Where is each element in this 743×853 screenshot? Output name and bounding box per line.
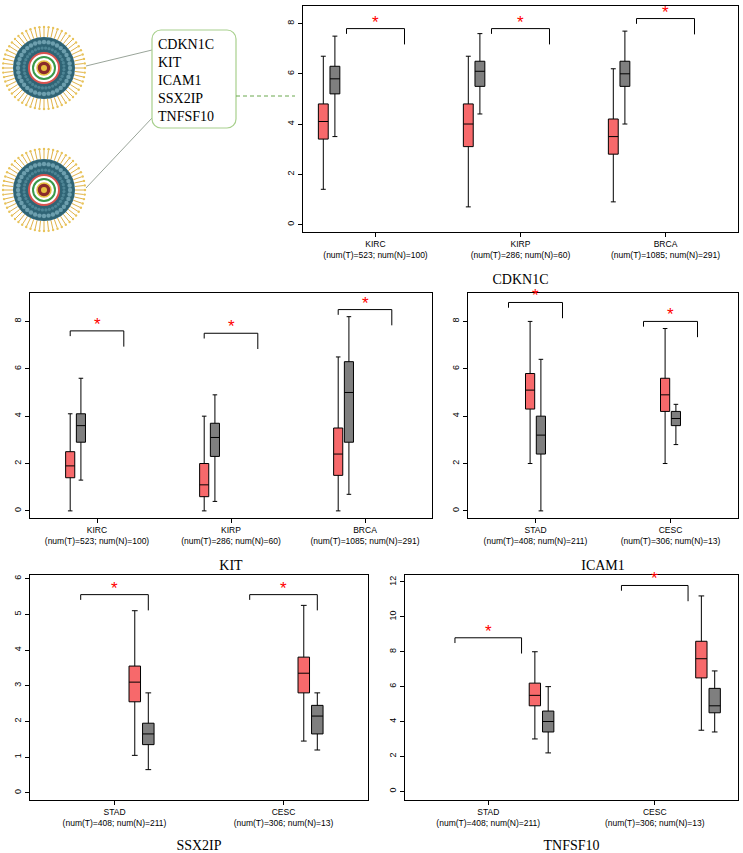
svg-text:4: 4 bbox=[13, 646, 23, 651]
svg-text:*: * bbox=[532, 286, 539, 305]
svg-text:KIT: KIT bbox=[158, 55, 182, 70]
svg-text:ICAM1: ICAM1 bbox=[158, 73, 202, 88]
svg-text:0: 0 bbox=[286, 221, 296, 226]
svg-text:6: 6 bbox=[13, 575, 23, 580]
svg-text:6: 6 bbox=[388, 683, 398, 688]
svg-text:STAD(num(T)=408; num(N)=211): STAD(num(T)=408; num(N)=211) bbox=[484, 525, 588, 546]
svg-text:KIRP(num(T)=286; num(N)=60): KIRP(num(T)=286; num(N)=60) bbox=[181, 525, 281, 546]
svg-text:4: 4 bbox=[286, 120, 296, 125]
svg-text:*: * bbox=[111, 579, 118, 598]
svg-text:3: 3 bbox=[13, 682, 23, 687]
svg-text:6: 6 bbox=[451, 365, 461, 370]
svg-text:2: 2 bbox=[388, 753, 398, 758]
svg-text:CESC(num(T)=306; num(N)=13): CESC(num(T)=306; num(N)=13) bbox=[621, 525, 721, 546]
svg-text:6: 6 bbox=[286, 70, 296, 75]
svg-text:8: 8 bbox=[13, 318, 23, 323]
svg-text:*: * bbox=[362, 294, 369, 313]
svg-text:2: 2 bbox=[13, 460, 23, 465]
svg-text:CDKN1C: CDKN1C bbox=[492, 272, 548, 287]
svg-text:4: 4 bbox=[13, 412, 23, 417]
svg-text:ICAM1: ICAM1 bbox=[581, 558, 625, 573]
svg-text:CESC(num(T)=306; num(N)=13): CESC(num(T)=306; num(N)=13) bbox=[605, 807, 705, 828]
svg-text:2: 2 bbox=[451, 460, 461, 465]
svg-text:*: * bbox=[485, 622, 492, 641]
svg-text:12: 12 bbox=[388, 576, 398, 586]
svg-text:BRCA(num(T)=1085; num(N)=291): BRCA(num(T)=1085; num(N)=291) bbox=[310, 525, 419, 546]
svg-text:STAD(num(T)=408; num(N)=211): STAD(num(T)=408; num(N)=211) bbox=[63, 807, 167, 828]
svg-text:CESC(num(T)=306; num(N)=13): CESC(num(T)=306; num(N)=13) bbox=[234, 807, 334, 828]
svg-text:*: * bbox=[667, 305, 674, 324]
svg-text:4: 4 bbox=[451, 412, 461, 417]
svg-text:0: 0 bbox=[13, 789, 23, 794]
svg-text:2: 2 bbox=[13, 718, 23, 723]
svg-text:6: 6 bbox=[13, 365, 23, 370]
svg-text:TNFSF10: TNFSF10 bbox=[158, 109, 214, 124]
svg-text:CDKN1C: CDKN1C bbox=[158, 37, 214, 52]
svg-text:*: * bbox=[372, 13, 379, 32]
svg-text:1: 1 bbox=[13, 753, 23, 758]
svg-text:*: * bbox=[517, 13, 524, 32]
svg-text:KIT: KIT bbox=[219, 558, 243, 573]
svg-text:*: * bbox=[662, 3, 669, 22]
svg-text:BRCA(num(T)=1085; num(N)=291): BRCA(num(T)=1085; num(N)=291) bbox=[611, 239, 720, 260]
svg-text:4: 4 bbox=[388, 718, 398, 723]
svg-text:8: 8 bbox=[286, 20, 296, 25]
svg-text:*: * bbox=[94, 315, 101, 334]
svg-text:TNFSF10: TNFSF10 bbox=[543, 838, 599, 853]
svg-text:10: 10 bbox=[388, 611, 398, 621]
svg-text:KIRC(num(T)=523; num(N)=100): KIRC(num(T)=523; num(N)=100) bbox=[45, 525, 150, 546]
svg-text:SSX2IP: SSX2IP bbox=[176, 838, 221, 853]
svg-text:KIRP(num(T)=286; num(N)=60): KIRP(num(T)=286; num(N)=60) bbox=[471, 239, 571, 260]
svg-text:*: * bbox=[651, 569, 658, 588]
svg-text:2: 2 bbox=[286, 170, 296, 175]
svg-text:*: * bbox=[280, 579, 287, 598]
svg-text:5: 5 bbox=[13, 610, 23, 615]
svg-text:STAD(num(T)=408; num(N)=211): STAD(num(T)=408; num(N)=211) bbox=[436, 807, 540, 828]
svg-text:SSX2IP: SSX2IP bbox=[158, 91, 203, 106]
svg-text:0: 0 bbox=[13, 507, 23, 512]
svg-text:0: 0 bbox=[451, 507, 461, 512]
svg-text:KIRC(num(T)=523; num(N)=100): KIRC(num(T)=523; num(N)=100) bbox=[323, 239, 428, 260]
svg-text:8: 8 bbox=[388, 648, 398, 653]
svg-text:0: 0 bbox=[388, 787, 398, 792]
svg-text:*: * bbox=[228, 317, 235, 336]
svg-text:8: 8 bbox=[451, 318, 461, 323]
